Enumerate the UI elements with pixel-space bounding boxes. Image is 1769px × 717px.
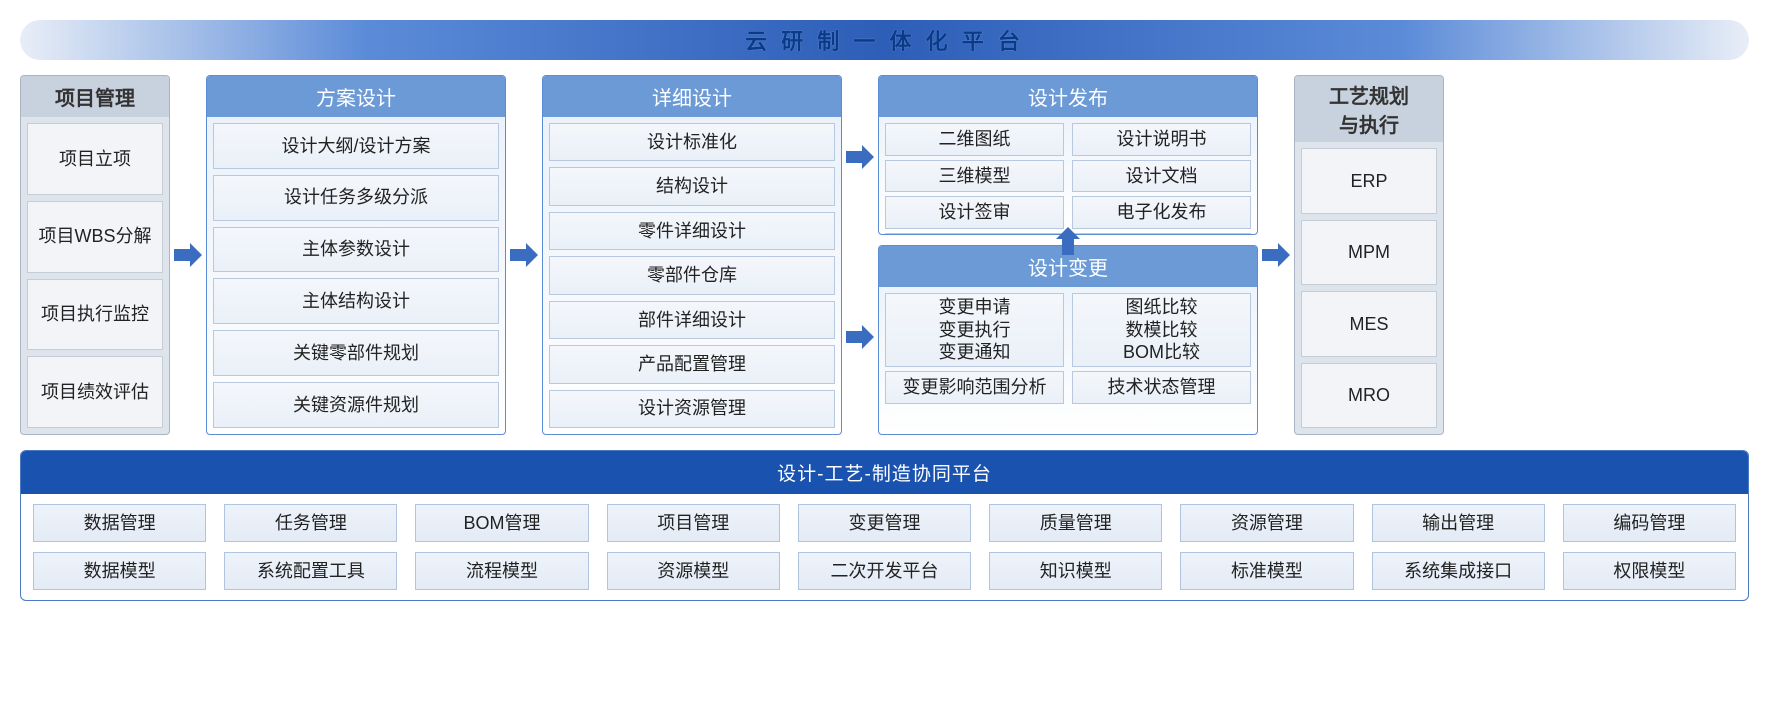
item-cell: 设计报表	[885, 233, 1064, 236]
multi-line: BOM比较	[1123, 341, 1200, 364]
item-cell: 关键零部件规划	[213, 330, 499, 376]
item-cell: 主体结构设计	[213, 278, 499, 324]
bottom-cell: 输出管理	[1372, 504, 1545, 542]
bottom-cell: 流程模型	[415, 552, 588, 590]
panel-design-change: 设计变更 变更申请 变更执行 变更通知 图纸比较 数模比较 BOM比较 变更影响…	[878, 245, 1258, 435]
item-cell: 项目绩效评估	[27, 356, 163, 428]
panel-body: 项目立项 项目WBS分解 项目执行监控 项目绩效评估	[21, 117, 169, 434]
arrow-right-icon	[174, 243, 202, 267]
item-cell: 结构设计	[549, 167, 835, 205]
item-cell: 设计任务多级分派	[213, 175, 499, 221]
item-cell: MES	[1301, 291, 1437, 357]
panel-design-release: 设计发布 二维图纸 设计说明书 三维模型 设计文档 设计签审 电子化发布 设计报…	[878, 75, 1258, 235]
bottom-cell: 变更管理	[798, 504, 971, 542]
bottom-body: 数据管理 任务管理 BOM管理 项目管理 变更管理 质量管理 资源管理 输出管理…	[21, 494, 1748, 600]
panel-header: 详细设计	[543, 76, 841, 117]
bottom-cell: 数据管理	[33, 504, 206, 542]
panel-body: 设计标准化 结构设计 零件详细设计 零部件仓库 部件详细设计 产品配置管理 设计…	[543, 117, 841, 434]
bottom-cell: 二次开发平台	[798, 552, 971, 590]
panel-header: 方案设计	[207, 76, 505, 117]
bottom-cell: 数据模型	[33, 552, 206, 590]
item-cell: 电子化发布	[1072, 196, 1251, 229]
bottom-cell: 质量管理	[989, 504, 1162, 542]
arrow-right-1	[170, 75, 206, 435]
panel-header: 项目管理	[21, 76, 169, 117]
item-cell: 零部件仓库	[549, 256, 835, 294]
arrow-right-icon	[846, 325, 874, 349]
multi-line: 变更申请	[939, 296, 1011, 319]
panel-detail-design: 详细设计 设计标准化 结构设计 零件详细设计 零部件仓库 部件详细设计 产品配置…	[542, 75, 842, 435]
item-cell-multi-right: 图纸比较 数模比较 BOM比较	[1072, 293, 1251, 367]
panel-scheme-design: 方案设计 设计大纲/设计方案 设计任务多级分派 主体参数设计 主体结构设计 关键…	[206, 75, 506, 435]
bottom-cell: 标准模型	[1180, 552, 1353, 590]
item-cell: 项目WBS分解	[27, 201, 163, 273]
arrow-stack-col	[842, 75, 878, 435]
panel-body: ERP MPM MES MRO	[1295, 142, 1443, 434]
item-cell: 产品配置管理	[549, 345, 835, 383]
bottom-cell: 系统集成接口	[1372, 552, 1545, 590]
item-cell: 设计大纲/设计方案	[213, 123, 499, 169]
bottom-cell: 项目管理	[607, 504, 780, 542]
arrow-right-to-change	[846, 325, 874, 354]
item-cell: 三维模型	[885, 160, 1064, 193]
item-cell: 技术状态管理	[1072, 371, 1251, 404]
panel-process-exec: 工艺规划 与执行 ERP MPM MES MRO	[1294, 75, 1444, 435]
item-cell: 主体参数设计	[213, 227, 499, 273]
title-bar: 云 研 制 一 体 化 平 台	[20, 20, 1749, 60]
arrow-right-3	[1258, 75, 1294, 435]
panel-body: 变更申请 变更执行 变更通知 图纸比较 数模比较 BOM比较 变更影响范围分析 …	[879, 287, 1257, 410]
item-cell: 设计文档	[1072, 160, 1251, 193]
item-cell: 项目执行监控	[27, 279, 163, 351]
header-line1: 工艺规划	[1297, 80, 1441, 109]
item-cell: 项目立项	[27, 123, 163, 195]
item-cell: MRO	[1301, 363, 1437, 429]
bottom-cell: 编码管理	[1563, 504, 1736, 542]
bottom-cell: 权限模型	[1563, 552, 1736, 590]
arrow-right-icon	[1262, 243, 1290, 267]
item-cell: 设计标准化	[549, 123, 835, 161]
multi-line: 变更通知	[939, 341, 1011, 364]
item-cell-multi-left: 变更申请 变更执行 变更通知	[885, 293, 1064, 367]
stacked-release-change: 设计发布 二维图纸 设计说明书 三维模型 设计文档 设计签审 电子化发布 设计报…	[878, 75, 1258, 435]
item-cell: 二维图纸	[885, 123, 1064, 156]
panel-header: 设计发布	[879, 76, 1257, 117]
panel-header: 工艺规划 与执行	[1295, 76, 1443, 142]
arrow-right-icon	[846, 145, 874, 169]
panel-project-mgmt: 项目管理 项目立项 项目WBS分解 项目执行监控 项目绩效评估	[20, 75, 170, 435]
item-cell: 关键资源件规划	[213, 382, 499, 428]
item-cell: 设计说明书	[1072, 123, 1251, 156]
bottom-cell: 系统配置工具	[224, 552, 397, 590]
item-cell: MPM	[1301, 220, 1437, 286]
bottom-cell: BOM管理	[415, 504, 588, 542]
multi-line: 数模比较	[1126, 319, 1198, 342]
bottom-cell: 知识模型	[989, 552, 1162, 590]
main-row: 项目管理 项目立项 项目WBS分解 项目执行监控 项目绩效评估 方案设计 设计大…	[20, 75, 1749, 435]
item-cell: 变更影响范围分析	[885, 371, 1064, 404]
bottom-panel: 设计-工艺-制造协同平台 数据管理 任务管理 BOM管理 项目管理 变更管理 质…	[20, 450, 1749, 601]
header-line2: 与执行	[1297, 109, 1441, 138]
arrow-right-to-release	[846, 145, 874, 174]
panel-body: 二维图纸 设计说明书 三维模型 设计文档 设计签审 电子化发布 设计报表 打印和…	[879, 117, 1257, 235]
arrow-up-icon	[1056, 227, 1080, 255]
bottom-cell: 资源模型	[607, 552, 780, 590]
multi-line: 变更执行	[939, 319, 1011, 342]
item-cell: 部件详细设计	[549, 301, 835, 339]
bottom-cell: 任务管理	[224, 504, 397, 542]
arrow-right-icon	[510, 243, 538, 267]
item-cell: 打印和分发	[1072, 233, 1251, 236]
arrow-up-change-to-release	[1056, 227, 1080, 260]
item-cell: ERP	[1301, 148, 1437, 214]
item-cell: 零件详细设计	[549, 212, 835, 250]
multi-line: 图纸比较	[1126, 296, 1198, 319]
title-text: 云 研 制 一 体 化 平 台	[745, 24, 1024, 56]
panel-body: 设计大纲/设计方案 设计任务多级分派 主体参数设计 主体结构设计 关键零部件规划…	[207, 117, 505, 434]
bottom-header: 设计-工艺-制造协同平台	[21, 451, 1748, 494]
item-cell: 设计签审	[885, 196, 1064, 229]
diagram-root: 云 研 制 一 体 化 平 台 项目管理 项目立项 项目WBS分解 项目执行监控…	[20, 20, 1749, 601]
item-cell: 设计资源管理	[549, 390, 835, 428]
bottom-cell: 资源管理	[1180, 504, 1353, 542]
arrow-right-2	[506, 75, 542, 435]
